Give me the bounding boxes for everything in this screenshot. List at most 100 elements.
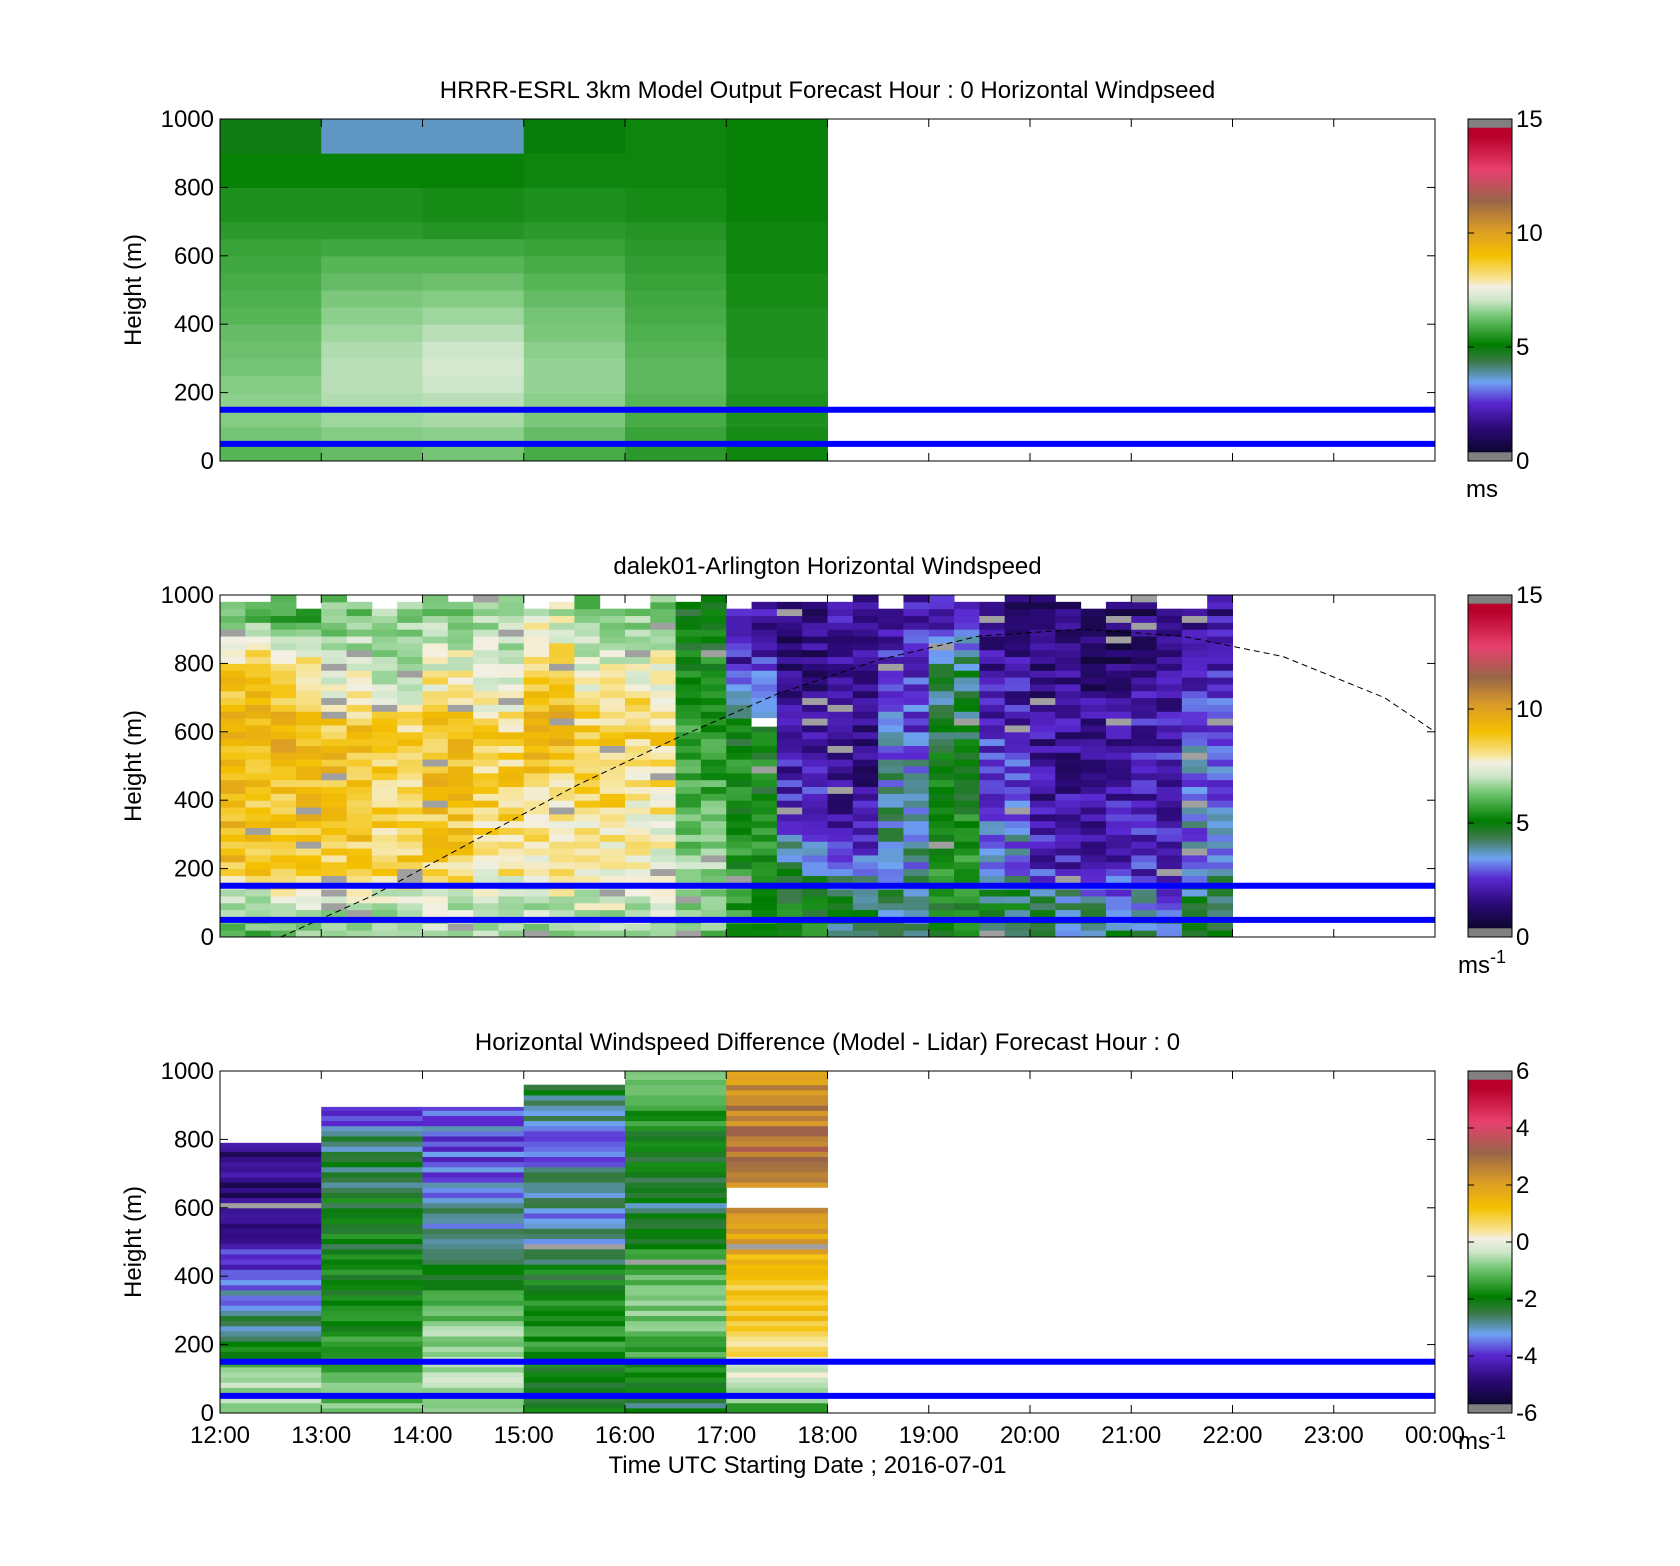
heatmap-cell	[625, 1279, 727, 1286]
heatmap-cell	[599, 902, 626, 911]
heatmap-cell	[625, 1187, 727, 1193]
heatmap-cell	[928, 663, 955, 671]
heatmap-cell	[270, 772, 297, 781]
heatmap-cell	[321, 272, 423, 291]
panel-title: dalek01-Arlington Horizontal Windspeed	[613, 553, 1041, 580]
heatmap-cell	[371, 786, 398, 794]
heatmap-cell	[802, 738, 828, 746]
heatmap-cell	[1055, 711, 1082, 719]
heatmap-cell	[827, 834, 854, 842]
heatmap-cell	[726, 1177, 828, 1183]
heatmap-cell	[751, 895, 778, 904]
heatmap-cell	[1181, 854, 1208, 863]
heatmap-cell	[776, 690, 803, 699]
heatmap-cell	[1055, 752, 1082, 760]
heatmap-cell	[346, 752, 373, 760]
heatmap-cell	[827, 629, 854, 637]
heatmap-cell	[321, 409, 423, 428]
heatmap-cell	[447, 622, 474, 630]
heatmap-cell	[1207, 895, 1233, 904]
heatmap-cell	[1080, 629, 1107, 637]
heatmap-cell	[675, 848, 702, 856]
heatmap-cell	[321, 1228, 423, 1234]
heatmap-cell	[422, 711, 449, 719]
heatmap-cell	[928, 813, 955, 822]
heatmap-cell	[599, 670, 626, 678]
heatmap-cell	[422, 752, 449, 760]
heatmap-cell	[220, 1146, 322, 1152]
heatmap-cell	[220, 1397, 322, 1404]
heatmap-cell	[371, 724, 398, 733]
colorbar	[1467, 1070, 1513, 1414]
heatmap-cell	[1055, 683, 1082, 692]
heatmap-cell	[574, 889, 601, 897]
heatmap-cell	[346, 820, 373, 829]
heatmap-cell	[903, 711, 930, 719]
heatmap-cell	[751, 800, 778, 808]
heatmap-cell	[650, 738, 677, 746]
heatmap-cell	[751, 834, 778, 842]
heatmap-cell	[878, 690, 904, 699]
heatmap-cell	[523, 820, 550, 829]
heatmap-cell	[650, 875, 677, 883]
heatmap-cell	[852, 752, 879, 760]
heatmap-cell	[928, 608, 955, 617]
heatmap-cell	[903, 895, 930, 904]
heatmap-cell	[220, 1218, 322, 1224]
heatmap-cell	[473, 745, 499, 753]
heatmap-cell	[726, 1289, 828, 1296]
heatmap-cell	[599, 711, 626, 719]
heatmap-cell	[776, 622, 803, 630]
heatmap-cell	[1131, 663, 1158, 671]
heatmap-cell	[422, 375, 525, 394]
heatmap-cell	[650, 793, 677, 801]
heatmap-cell	[346, 683, 373, 692]
heatmap-cell	[321, 1366, 423, 1373]
heatmap-cell	[397, 697, 423, 705]
heatmap-cell	[397, 786, 423, 794]
heatmap-cell	[726, 1071, 828, 1075]
heatmap-cell	[270, 711, 297, 719]
heatmap-cell	[447, 663, 474, 671]
heatmap-cell	[523, 1228, 626, 1234]
heatmap-cell	[979, 718, 1006, 726]
heatmap-cell	[473, 615, 499, 623]
heatmap-cell	[1131, 875, 1158, 883]
heatmap-cell	[523, 1089, 626, 1096]
heatmap-cell	[1080, 724, 1107, 733]
heatmap-cell	[1131, 854, 1158, 863]
heatmap-cell	[625, 1366, 727, 1373]
heatmap-cell	[220, 601, 246, 610]
heatmap-cell	[776, 704, 803, 712]
heatmap-cell	[852, 745, 879, 753]
heatmap-cell	[726, 1387, 828, 1393]
heatmap-cell	[726, 1100, 828, 1106]
heatmap-cell	[220, 697, 246, 705]
heatmap-cell	[928, 868, 955, 876]
heatmap-cell	[1004, 759, 1031, 767]
heatmap-cell	[827, 786, 854, 794]
heatmap-cell	[397, 841, 423, 849]
heatmap-cell	[473, 807, 499, 815]
heatmap-cell	[726, 711, 753, 719]
heatmap-cell	[1105, 697, 1132, 705]
heatmap-cell	[700, 690, 727, 699]
heatmap-cell	[827, 670, 854, 678]
heatmap-cell	[371, 848, 398, 856]
heatmap-cell	[979, 622, 1006, 630]
heatmap-cell	[1030, 861, 1056, 870]
heatmap-cell	[422, 1397, 525, 1404]
heatmap-cell	[675, 642, 702, 651]
heatmap-cell	[1004, 704, 1031, 712]
heatmap-cell	[1105, 827, 1132, 835]
heatmap-cell	[928, 636, 955, 644]
heatmap-cell	[321, 861, 348, 870]
heatmap-cell	[1131, 889, 1158, 897]
heatmap-cell	[220, 1166, 322, 1173]
heatmap-cell	[852, 615, 879, 623]
heatmap-cell	[599, 724, 626, 733]
heatmap-cell	[1004, 930, 1031, 938]
heatmap-cell	[1207, 772, 1233, 781]
heatmap-cell	[422, 807, 449, 815]
heatmap-cell	[422, 1289, 525, 1296]
